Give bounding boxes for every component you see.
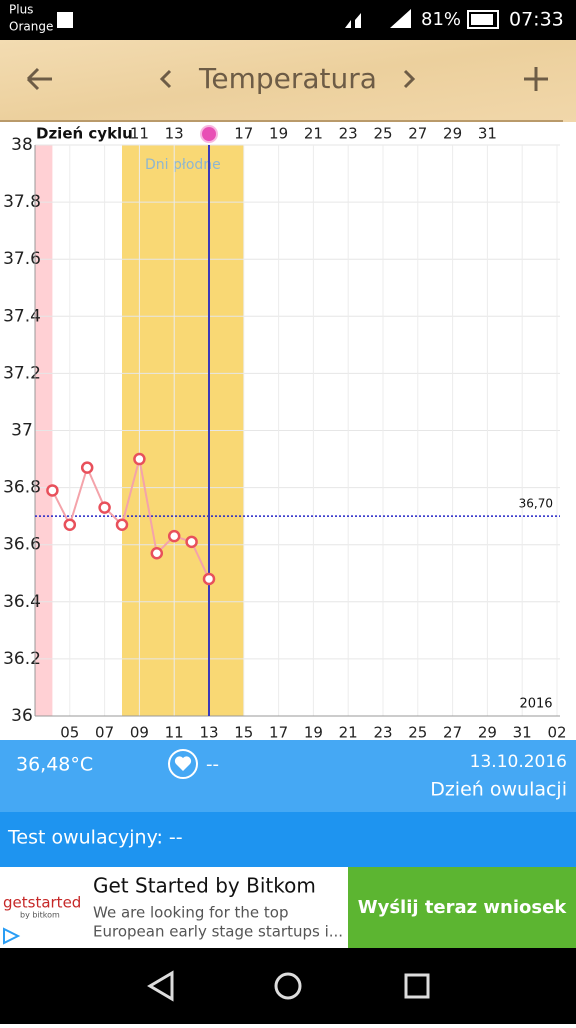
temperature-point (115, 518, 129, 531)
ad-text: European early stage startups i... (93, 923, 343, 941)
next-button[interactable] (403, 69, 416, 89)
y-tick-label: 38 (11, 135, 33, 155)
temperature-point (133, 452, 146, 466)
temperature-line (51, 458, 210, 580)
test-value: -- (206, 754, 219, 775)
header-title: Temperatura (198, 62, 377, 95)
top-axis-label: Dzień cyklu (36, 125, 133, 143)
y-tick-label: 37.4 (3, 306, 41, 326)
carrier: Orange (9, 20, 53, 34)
ad-banner[interactable] (0, 867, 348, 948)
top-tick-label: 29 (443, 125, 462, 143)
top-tick-label: 23 (339, 125, 358, 143)
temperature-point (63, 518, 77, 531)
ad-logo: getstarted (3, 894, 81, 912)
nav-recent[interactable] (404, 973, 430, 999)
ad-logo-sub: by bitkom (20, 911, 60, 920)
top-tick-label: 11 (130, 125, 149, 143)
temperature-point (98, 501, 111, 514)
date: 13.10.2016 (470, 752, 567, 772)
nav-bar (0, 948, 576, 1024)
top-tick-label: 17 (234, 125, 253, 143)
y-tick-label: 36 (11, 706, 33, 726)
test-label: Test owulacyjny: -- (7, 827, 183, 849)
ad-choices[interactable] (3, 927, 21, 945)
ovulation-icon (200, 125, 218, 143)
battery-icon (467, 10, 499, 29)
y-tick-label: 37.6 (3, 249, 41, 269)
top-tick-label: 31 (478, 125, 497, 143)
day-status: Dzień owulacji (430, 779, 567, 801)
x-tick-label: 21 (339, 724, 358, 742)
y-tick-label: 36.4 (3, 592, 41, 612)
top-tick-label: 25 (373, 125, 392, 143)
heart-shape (174, 756, 192, 771)
carrier: Plus (9, 3, 33, 17)
y-tick-label: 36.2 (3, 649, 41, 669)
x-tick-label: 07 (95, 724, 114, 742)
coverline-label: 36,70 (519, 497, 553, 511)
temperature-point (80, 461, 94, 474)
temperature-point (185, 535, 198, 549)
signal-icon (390, 9, 411, 28)
ad-text: We are looking for the top (93, 904, 289, 922)
x-tick-label: 02 (547, 724, 566, 742)
ad-button[interactable] (348, 867, 576, 948)
x-tick-label: 09 (130, 724, 149, 742)
x-tick-label: 17 (269, 724, 288, 742)
signal-icon (345, 13, 361, 28)
x-tick-label: 23 (373, 724, 392, 742)
fertile-label: Dni płodne (145, 157, 221, 173)
chart: Dni płodne 36 36.2 36.4 36.6 36.8 37 37.2 37.4 37… (3, 125, 566, 742)
summary-panel (0, 740, 576, 812)
nav-home[interactable] (274, 972, 302, 1000)
temperature-point (150, 547, 164, 560)
add-button[interactable] (524, 67, 548, 91)
clock: 07:33 (509, 9, 564, 31)
x-tick-label: 27 (443, 724, 462, 742)
x-tick-label: 13 (199, 724, 218, 742)
y-tick-label: 36.6 (3, 535, 41, 555)
x-tick-label: 31 (513, 724, 532, 742)
temperature-point (46, 484, 59, 497)
temperature-point (202, 572, 216, 586)
facebook-icon (57, 12, 73, 28)
header (0, 40, 576, 122)
battery-percent: 81% (421, 9, 461, 30)
top-tick-label: 27 (408, 125, 427, 143)
top-tick-label: 21 (304, 125, 323, 143)
x-tick-label: 25 (408, 724, 427, 742)
x-tick-label: 29 (478, 724, 497, 742)
x-tick-label: 11 (165, 724, 184, 742)
ad-title: Get Started by Bitkom (93, 874, 316, 898)
y-tick-label: 37.8 (3, 192, 41, 212)
ad-button-label: Wyślij teraz wniosek (358, 897, 568, 918)
y-tick-label: 37 (11, 421, 33, 441)
year-label: 2016 (519, 697, 552, 712)
prev-button[interactable] (159, 69, 172, 89)
x-tick-label: 19 (304, 724, 323, 742)
x-tick-label: 15 (234, 724, 253, 742)
temperature-point (167, 529, 181, 543)
battery-level (471, 14, 493, 25)
nav-back[interactable] (147, 970, 174, 1002)
y-tick-label: 37.2 (3, 363, 41, 383)
top-tick-label: 19 (269, 125, 288, 143)
test-row[interactable] (0, 812, 576, 867)
x-tick-label: 05 (60, 724, 79, 742)
temperature: 36,48°C (16, 754, 93, 776)
back-button[interactable] (26, 67, 52, 91)
top-tick-label: 13 (165, 125, 184, 143)
heart-icon[interactable] (168, 749, 198, 779)
y-tick-label: 36.8 (3, 478, 41, 498)
